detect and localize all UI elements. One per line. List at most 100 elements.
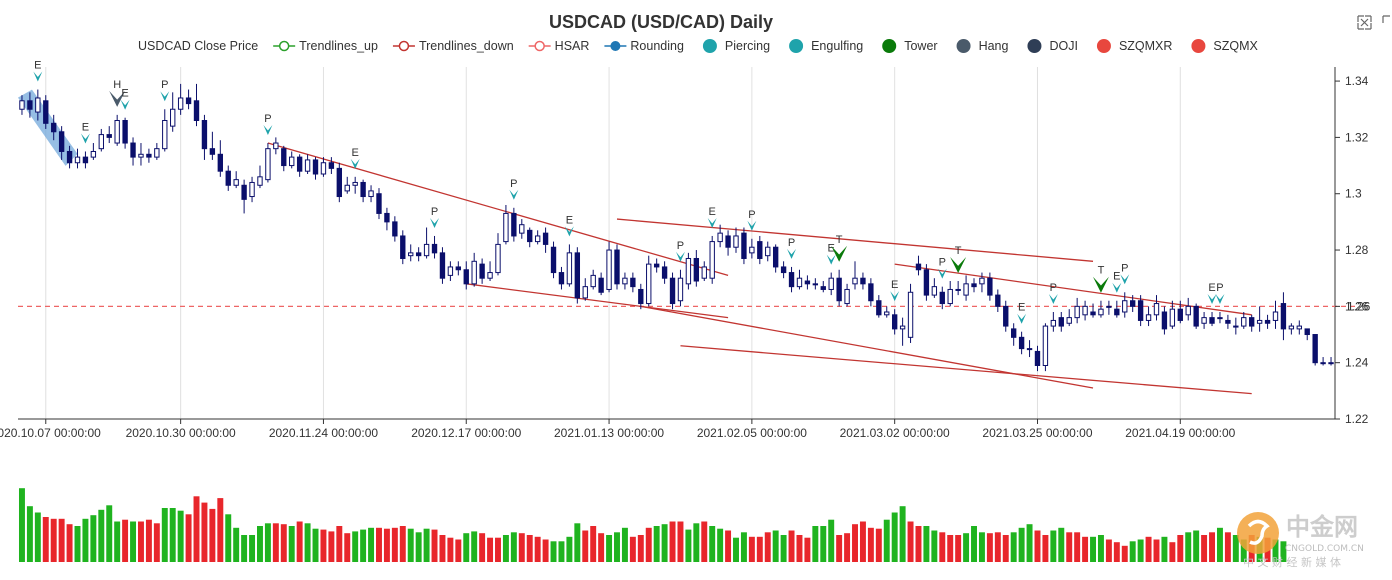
pattern-marker-label: E [121,88,128,100]
x-tick-label: 2020.12.17 00:00:00 [411,426,521,440]
candle-body-up [812,283,819,286]
pattern-marker-arrow [564,226,574,237]
candle-body-up [503,212,509,243]
candle [19,95,25,115]
candle-body-up [701,266,707,279]
candle [995,289,1001,312]
candle [415,247,422,262]
volume-bar [582,530,589,562]
candle-body-up [590,274,596,288]
fullscreen-icon[interactable] [1357,15,1372,30]
candle-body-down [58,131,65,152]
candle [765,241,771,262]
pattern-marker-label: H [113,79,121,91]
candle-body-up [177,97,184,110]
candle [757,235,763,265]
volume-bar [891,512,898,562]
candle [170,92,176,132]
volume-bar [241,535,248,562]
candle-body-up [98,134,104,150]
volume-bar [18,488,25,562]
candle [1320,357,1326,366]
candle-body-up [1122,300,1128,313]
candle [1090,303,1096,318]
candle [503,204,509,245]
candle-body-up [606,249,612,290]
watermark-domain: CNGOLD.COM.CN [1285,544,1364,554]
candle-body-down [1011,328,1017,338]
candle [638,283,644,310]
pattern-marker-label: P [510,178,517,190]
candle [733,227,739,253]
candle [590,269,596,290]
candle [1050,311,1057,332]
candle [455,261,462,276]
candle [558,266,565,290]
candle-body-up [471,260,477,285]
y-tick-label: 1.28 [1345,243,1369,257]
pattern-marker-engulfing: E [33,60,43,82]
volume-bar [376,527,382,562]
candle-body-up [979,277,985,285]
volume-bar [1201,535,1208,562]
volume-bar [867,527,874,562]
candle [899,317,906,346]
volume-bar [590,526,597,562]
candle-body-up [344,184,350,192]
volume-bar [1153,539,1160,562]
volume-bar [653,526,660,562]
candle [296,154,303,177]
volume-bar [859,521,866,562]
volume-bar [725,530,732,562]
candle-body-down [479,263,485,279]
volume-bar [249,535,256,562]
candle [130,137,136,166]
candle-body-down [788,272,795,288]
candle-body-up [257,176,263,186]
candle-body-up [1098,308,1104,316]
volume-bar [939,532,946,562]
candle-body-up [19,100,25,110]
pattern-marker-label: E [709,206,716,218]
legend-dot [882,39,897,53]
volume-bar [994,532,1001,562]
volume-bar [598,533,605,562]
pattern-marker-label: P [1050,282,1057,294]
volume-bar [677,521,684,562]
pattern-marker-piercing: P [509,178,519,200]
legend-label: Piercing [725,39,770,53]
candle [915,255,922,276]
candle-body-up [1217,317,1223,320]
candle [82,151,89,169]
candle [1034,345,1041,372]
legend-label: SZQMXR [1119,39,1172,53]
candle-body-down [638,288,644,305]
candle [463,261,469,290]
candle-body-up [74,156,81,164]
candle-body-down [1130,300,1136,307]
candle [772,244,779,273]
candle [653,258,660,273]
legend-dot [956,39,971,53]
x-tick-label: 2021.02.05 00:00:00 [697,426,807,440]
y-tick-label: 1.24 [1345,356,1369,370]
y-tick-label: 1.22 [1345,412,1369,426]
candle-body-up [495,243,501,274]
candle [154,143,160,160]
volume-bar [1034,530,1041,562]
candle-body-down [1225,319,1231,324]
candle [1169,300,1176,329]
pattern-marker-arrow [826,254,836,265]
volume-bar [368,527,375,562]
candle [1130,295,1136,312]
volume-bar [518,533,525,562]
volume-bar [423,528,430,562]
corner-icon[interactable] [1382,15,1390,23]
candle [1264,314,1271,329]
candle-body-down [400,235,406,259]
candle-body-down [804,280,811,285]
candle-body-down [106,134,112,138]
candle [336,162,342,203]
volume-bar [344,533,351,562]
volume-bar [431,529,438,562]
